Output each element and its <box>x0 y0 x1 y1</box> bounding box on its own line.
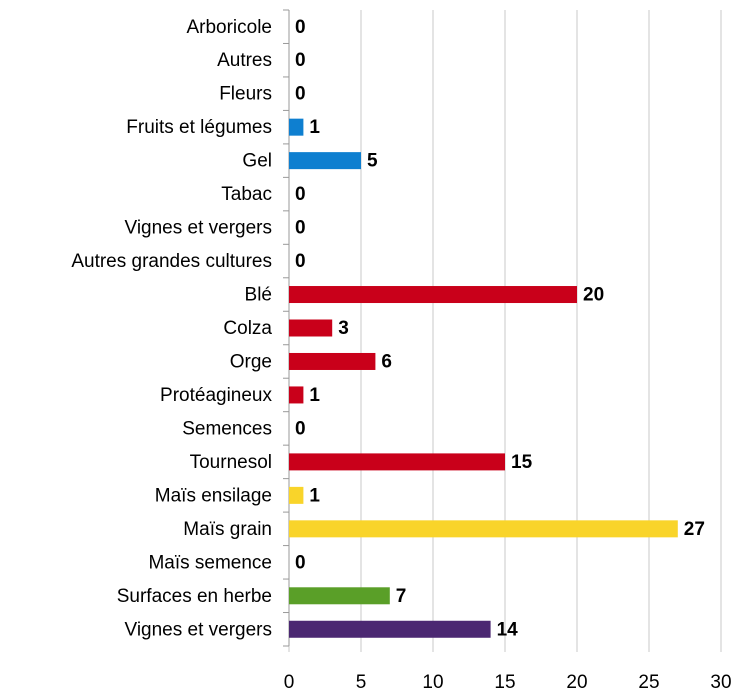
bar <box>289 486 304 504</box>
value-label: 3 <box>338 318 349 339</box>
value-label: 1 <box>309 485 320 506</box>
value-label: 0 <box>295 84 306 105</box>
bar <box>289 587 390 605</box>
y-tick-label: Colza <box>223 318 272 339</box>
y-tick-label: Tabac <box>221 184 272 205</box>
bar <box>289 118 304 136</box>
bar <box>289 520 678 538</box>
value-label: 0 <box>295 50 306 71</box>
value-label: 0 <box>295 218 306 239</box>
bar <box>289 352 376 370</box>
bar <box>289 620 491 638</box>
value-label: 0 <box>295 418 306 439</box>
bar <box>289 386 304 404</box>
y-tick-label: Orge <box>230 351 272 372</box>
value-label: 1 <box>309 385 320 406</box>
y-tick-label: Protéagineux <box>160 385 272 406</box>
x-tick-label: 5 <box>356 672 367 693</box>
x-tick-label: 0 <box>284 672 295 693</box>
y-tick-label: Fruits et légumes <box>126 117 272 138</box>
value-label: 0 <box>295 184 306 205</box>
x-tick-label: 15 <box>494 672 515 693</box>
x-tick-label: 25 <box>638 672 659 693</box>
y-tick-label: Vignes et vergers <box>124 619 272 640</box>
y-tick-label: Tournesol <box>190 452 272 473</box>
value-label: 0 <box>295 17 306 38</box>
y-tick-label: Surfaces en herbe <box>117 586 272 607</box>
y-tick-label: Arboricole <box>186 17 272 38</box>
y-tick-label: Blé <box>245 285 272 306</box>
y-tick-label: Gel <box>242 151 272 172</box>
value-label: 7 <box>396 586 407 607</box>
x-tick-label: 20 <box>566 672 587 693</box>
value-label: 27 <box>684 519 705 540</box>
value-label: 15 <box>511 452 533 473</box>
value-label: 1 <box>309 117 320 138</box>
bar <box>289 152 361 170</box>
value-label: 20 <box>583 285 604 306</box>
value-label: 6 <box>381 351 392 372</box>
value-label: 0 <box>295 251 306 272</box>
y-tick-label: Fleurs <box>219 84 272 105</box>
bar <box>289 453 505 471</box>
x-tick-label: 30 <box>710 672 731 693</box>
y-tick-label: Semences <box>182 418 272 439</box>
y-tick-label: Vignes et vergers <box>124 218 272 239</box>
x-tick-label: 10 <box>422 672 443 693</box>
value-label: 14 <box>497 619 519 640</box>
bar <box>289 286 577 304</box>
bar <box>289 319 333 337</box>
value-label: 0 <box>295 552 306 573</box>
y-tick-label: Autres <box>217 50 272 71</box>
y-tick-label: Maïs semence <box>148 552 272 573</box>
y-tick-label: Maïs grain <box>183 519 272 540</box>
y-tick-label: Maïs ensilage <box>155 485 272 506</box>
y-tick-label: Autres grandes cultures <box>71 251 272 272</box>
value-label: 5 <box>367 151 378 172</box>
